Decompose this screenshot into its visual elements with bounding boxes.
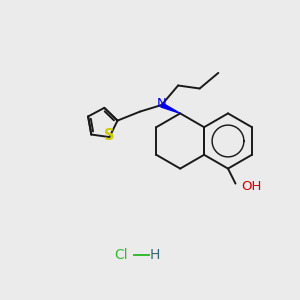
Polygon shape	[161, 103, 180, 113]
Text: OH: OH	[241, 179, 261, 193]
Text: N: N	[156, 97, 166, 110]
Text: H: H	[149, 248, 160, 262]
Text: S: S	[103, 128, 114, 143]
Text: Cl: Cl	[115, 248, 128, 262]
